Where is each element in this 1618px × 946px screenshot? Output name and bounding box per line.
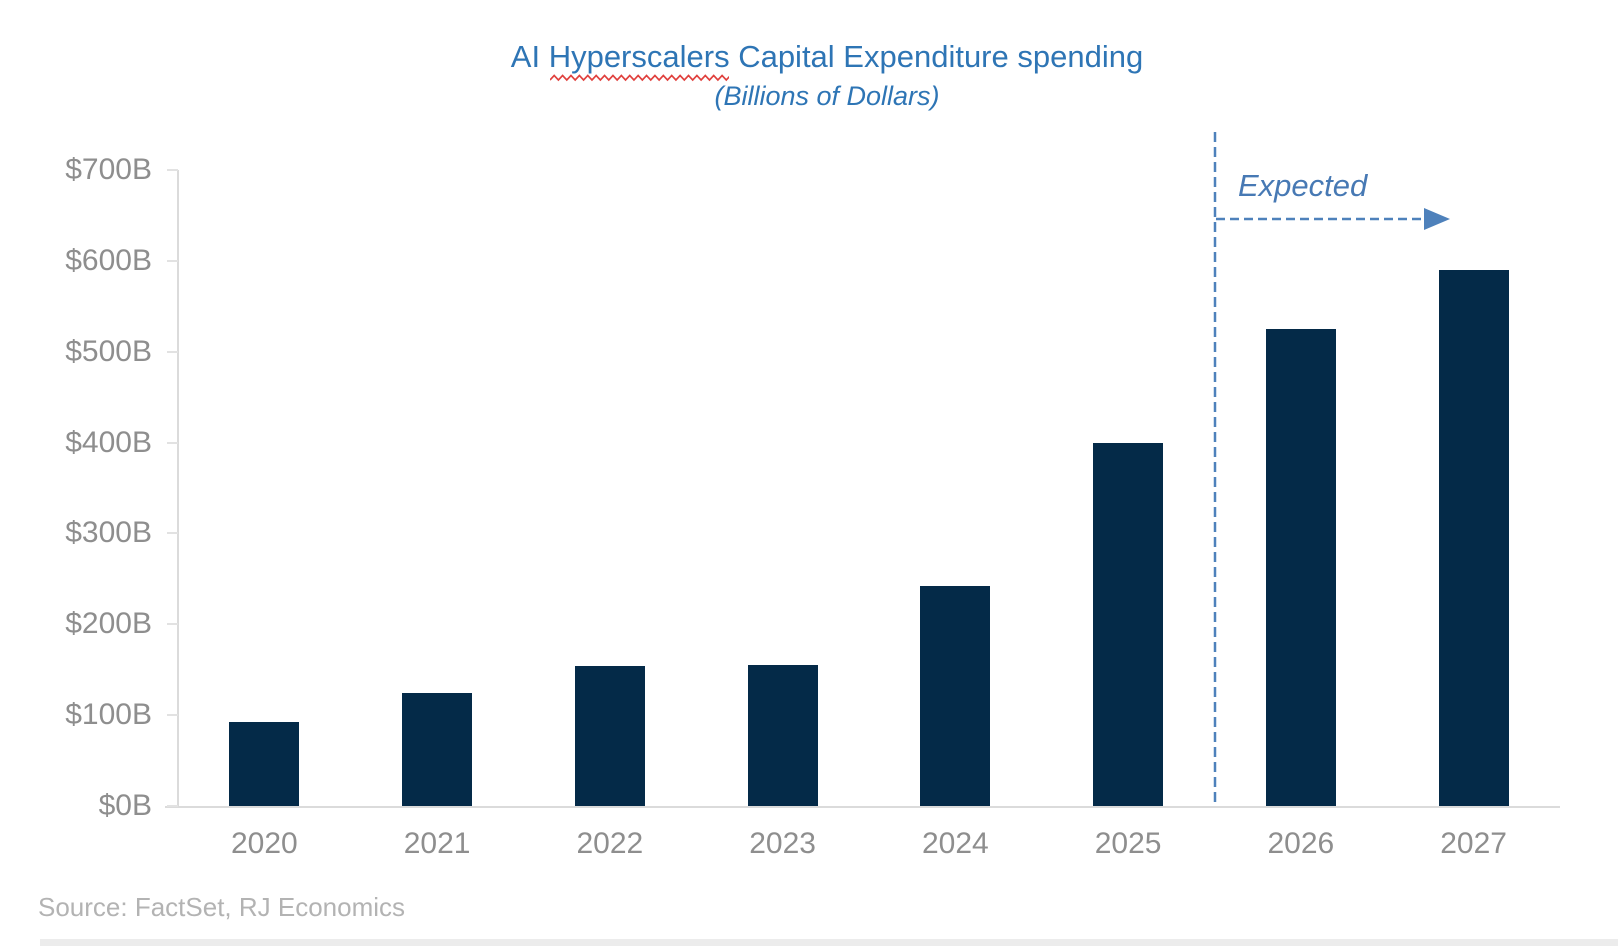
y-axis-line (177, 170, 179, 806)
x-tick-label-2023: 2023 (749, 827, 816, 860)
chart-subtitle: (Billions of Dollars) (714, 81, 940, 111)
y-tick-label: $300B (65, 516, 152, 550)
bar-2023 (747, 665, 818, 806)
bar-2026 (1265, 329, 1336, 806)
y-tick-label: $500B (65, 334, 152, 368)
x-tick-label-2022: 2022 (576, 827, 644, 860)
y-tick (167, 623, 178, 626)
title-part-post: Capital Expenditure spending (729, 39, 1144, 74)
x-axis-baseline (165, 806, 1560, 808)
x-tick-label-2027: 2027 (1440, 827, 1507, 860)
y-tick-label: $400B (65, 425, 152, 459)
y-tick-label: $100B (65, 698, 152, 732)
y-tick (167, 169, 178, 171)
bottom-edge-strip (40, 939, 1618, 946)
title-part-pre: AI (510, 39, 549, 74)
y-tick (167, 532, 178, 535)
y-tick (167, 259, 178, 262)
bar-2021 (402, 693, 473, 806)
y-tick (167, 805, 178, 807)
bar-2024 (920, 586, 991, 806)
bar-2027 (1438, 269, 1509, 806)
expected-arrow-head-icon (1424, 208, 1450, 230)
x-tick-label-2021: 2021 (403, 827, 471, 860)
y-tick-label: $0B (98, 789, 152, 822)
title-word-text: Hyperscalers (548, 39, 730, 74)
bar-2025 (1093, 442, 1164, 806)
y-tick (167, 441, 178, 444)
y-tick-label: $600B (65, 243, 152, 277)
y-tick (167, 714, 178, 717)
bar-2022 (574, 666, 645, 806)
x-tick-label-2024: 2024 (922, 827, 989, 860)
x-tick-label-2025: 2025 (1094, 827, 1162, 860)
expected-label: Expected (1238, 168, 1368, 203)
y-tick-label: $700B (65, 153, 152, 186)
chart-title: AI Hyperscalers Capital Expenditure spen… (18, 39, 1618, 82)
x-tick-label-2020: 2020 (231, 827, 298, 860)
spellcheck-squiggle-icon (549, 74, 729, 82)
title-misspelled-word: Hyperscalers (548, 39, 730, 82)
x-tick-label-2026: 2026 (1267, 827, 1335, 860)
y-tick (167, 350, 178, 353)
y-tick-label: $200B (65, 607, 152, 641)
bar-2020 (229, 722, 300, 806)
source-note: Source: FactSet, RJ Economics (38, 892, 406, 922)
